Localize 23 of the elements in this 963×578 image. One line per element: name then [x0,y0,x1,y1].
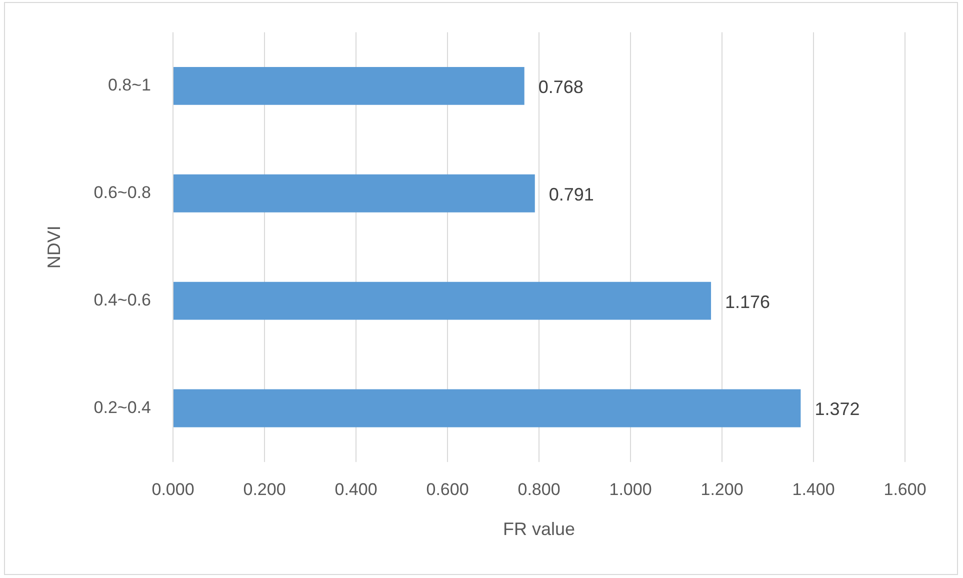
x-axis-title: FR value [502,519,576,540]
y-tick-label: 0.4~0.6 [94,290,151,310]
data-label: 1.176 [725,292,770,312]
data-label: 0.768 [538,76,584,97]
y-tick-label: 0.8~1 [108,76,151,95]
y-tick-label: 0.6~0.8 [94,183,151,202]
x-tick-label: 0.800 [518,480,560,499]
bar [174,282,712,320]
bar [174,66,524,105]
data-label: 0.791 [548,184,594,204]
bar [174,174,535,212]
x-tick-label: 0.400 [334,480,378,499]
y-axis-title: NDVI [44,226,64,269]
x-tick-label: 1.200 [700,480,744,499]
bar [174,389,801,428]
x-tick-label: 0.600 [426,480,469,499]
data-label: 1.372 [814,399,860,420]
x-tick-label: 1.600 [884,480,926,499]
x-tick-label: 0.200 [243,480,286,499]
y-tick-label: 0.2~0.4 [94,398,151,417]
x-tick-label: 1.400 [792,480,835,499]
x-tick-label: 0.000 [152,480,194,499]
x-tick-label: 1.000 [609,480,652,499]
